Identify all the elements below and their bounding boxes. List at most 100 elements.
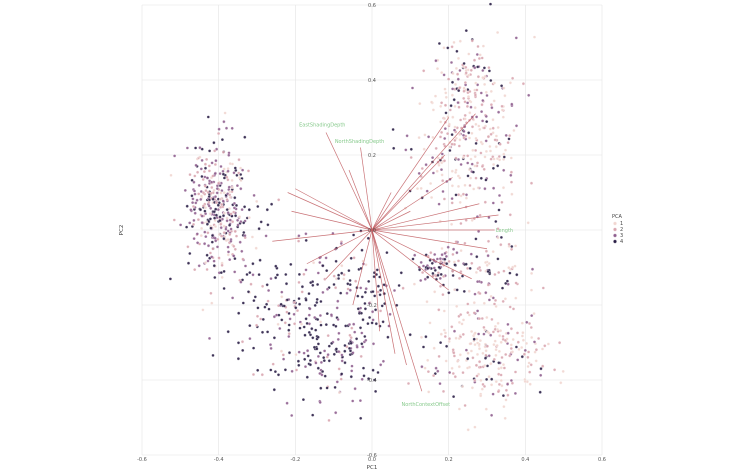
data-point	[443, 127, 447, 131]
data-point	[337, 273, 341, 277]
data-point	[313, 303, 317, 307]
data-point	[509, 170, 513, 174]
data-point	[408, 333, 412, 337]
data-point	[516, 358, 520, 362]
data-point	[488, 127, 492, 131]
data-point	[404, 148, 408, 152]
data-point	[494, 380, 498, 384]
data-point	[442, 116, 447, 121]
data-point	[218, 215, 222, 219]
data-point	[515, 273, 519, 277]
data-point	[229, 239, 233, 243]
data-point	[206, 115, 210, 119]
data-point	[221, 172, 225, 176]
data-point	[190, 178, 194, 182]
data-point	[342, 277, 346, 281]
data-point	[188, 173, 192, 177]
data-point	[211, 174, 215, 178]
data-point	[269, 277, 273, 281]
data-point	[391, 127, 395, 132]
data-point	[411, 257, 415, 261]
data-point	[508, 271, 512, 275]
data-point	[496, 227, 500, 231]
data-point	[479, 140, 483, 144]
data-point	[492, 302, 497, 306]
data-point	[235, 173, 239, 177]
data-point	[458, 132, 462, 137]
data-point	[199, 234, 203, 238]
data-point	[236, 223, 240, 227]
data-point	[514, 281, 518, 285]
data-point	[419, 186, 423, 190]
data-point	[442, 73, 446, 77]
data-point	[457, 314, 461, 318]
data-point	[307, 313, 311, 317]
data-point	[188, 251, 192, 256]
data-point	[439, 168, 444, 172]
data-point	[220, 196, 224, 201]
data-point	[454, 66, 458, 70]
data-point	[269, 368, 273, 372]
data-point	[220, 138, 224, 142]
data-point	[334, 411, 338, 415]
data-point	[212, 264, 216, 268]
data-point	[321, 369, 325, 374]
data-point	[204, 189, 208, 193]
data-point	[541, 286, 545, 290]
data-point	[200, 226, 204, 230]
data-point	[374, 308, 378, 312]
data-point	[510, 350, 515, 354]
data-point	[494, 145, 498, 149]
data-point	[495, 343, 499, 348]
data-point	[509, 378, 513, 383]
data-point	[235, 184, 239, 188]
data-point	[477, 124, 481, 128]
data-point	[417, 136, 421, 140]
loading-arrow	[371, 229, 381, 332]
data-point	[247, 208, 251, 212]
data-point	[329, 313, 333, 317]
data-point	[239, 178, 243, 183]
data-point	[446, 132, 450, 136]
data-point	[303, 365, 308, 369]
data-point	[276, 322, 280, 326]
data-point	[474, 237, 478, 241]
data-point	[426, 275, 430, 279]
data-point	[514, 296, 518, 300]
data-point	[319, 386, 323, 390]
data-point	[479, 394, 483, 398]
data-point	[196, 241, 200, 245]
data-point	[193, 268, 197, 272]
loading-arrow	[287, 192, 373, 231]
data-point	[372, 378, 377, 382]
legend-label: 1	[620, 221, 623, 227]
data-point	[233, 166, 237, 170]
data-point	[232, 210, 236, 214]
data-point	[475, 352, 480, 356]
x-tick-label: -0.6	[137, 457, 147, 463]
data-point	[480, 316, 484, 321]
data-point	[485, 93, 489, 98]
data-point	[512, 128, 516, 133]
data-point	[426, 358, 430, 362]
data-point	[210, 161, 214, 165]
data-point	[442, 274, 446, 278]
loading-arrow	[371, 177, 453, 231]
data-point	[219, 222, 223, 226]
data-point	[220, 263, 224, 267]
data-point	[361, 366, 366, 370]
data-point	[248, 324, 252, 328]
data-point	[232, 171, 236, 175]
data-point	[362, 374, 366, 378]
legend-label: 4	[620, 239, 623, 245]
data-point	[213, 236, 217, 240]
data-point	[491, 126, 495, 130]
data-point	[243, 205, 247, 209]
data-point	[511, 76, 515, 80]
data-point	[259, 317, 263, 321]
data-point	[492, 81, 496, 85]
data-point	[476, 75, 480, 79]
data-point	[475, 161, 480, 165]
data-point	[410, 86, 415, 90]
data-point	[315, 347, 319, 351]
